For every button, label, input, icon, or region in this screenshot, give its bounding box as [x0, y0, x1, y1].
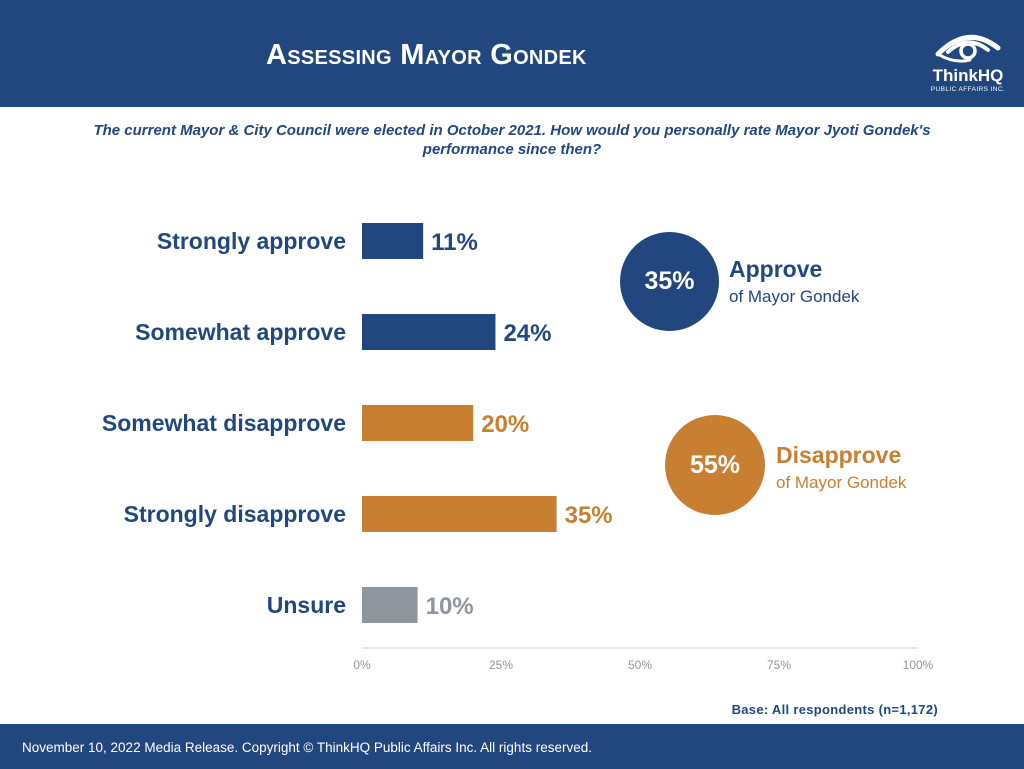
x-tick-label: 75% — [767, 658, 791, 672]
page-title: Assessing Mayor Gondek — [266, 39, 587, 71]
value-label: 11% — [431, 229, 478, 256]
approve-total-badge: 35% — [620, 232, 719, 331]
x-tick-label: 0% — [353, 658, 371, 672]
logo-subtitle: PUBLIC AFFAIRS INC. — [930, 86, 1006, 93]
bar — [362, 405, 474, 441]
value-label: 35% — [565, 502, 613, 529]
bar — [362, 496, 557, 532]
approve-sub-label: of Mayor Gondek — [729, 287, 860, 306]
eye-logo-icon — [935, 34, 1001, 63]
category-label: Strongly disapprove — [124, 501, 346, 527]
category-label: Unsure — [267, 592, 346, 618]
category-label: Somewhat approve — [135, 319, 346, 345]
bar — [362, 223, 424, 259]
header-banner: Assessing Mayor Gondek ThinkHQ PUBLIC AF… — [0, 0, 1024, 107]
base-note: Base: All respondents (n=1,172) — [731, 702, 938, 717]
approve-label: Approve — [729, 256, 823, 282]
value-label: 10% — [426, 593, 474, 620]
x-tick-label: 100% — [903, 658, 934, 672]
question-line-2: performance since then? — [422, 141, 602, 158]
footer-bar: November 10, 2022 Media Release. Copyrig… — [0, 724, 1024, 769]
x-tick-label: 50% — [628, 658, 652, 672]
disapprove-label: Disapprove — [776, 442, 902, 468]
disapprove-sub-label: of Mayor Gondek — [776, 473, 907, 492]
logo-wordmark: ThinkHQ — [932, 66, 1004, 85]
category-label: Strongly approve — [157, 228, 346, 254]
category-label: Somewhat disapprove — [102, 410, 346, 436]
bar — [362, 587, 418, 623]
approval-bar-chart: Strongly approve 11% Somewhat approve 24% So… — [102, 223, 934, 672]
x-tick-label: 25% — [489, 658, 513, 672]
question-line-1: The current Mayor & City Council were el… — [93, 122, 931, 139]
value-label: 20% — [481, 411, 529, 438]
survey-question: The current Mayor & City Council were el… — [0, 121, 1024, 159]
thinkhq-logo: ThinkHQ PUBLIC AFFAIRS INC. — [924, 30, 1014, 100]
copyright-text: November 10, 2022 Media Release. Copyrig… — [22, 740, 592, 755]
value-label: 24% — [503, 320, 551, 347]
bar — [362, 314, 496, 350]
disapprove-total-badge: 55% — [665, 415, 765, 515]
